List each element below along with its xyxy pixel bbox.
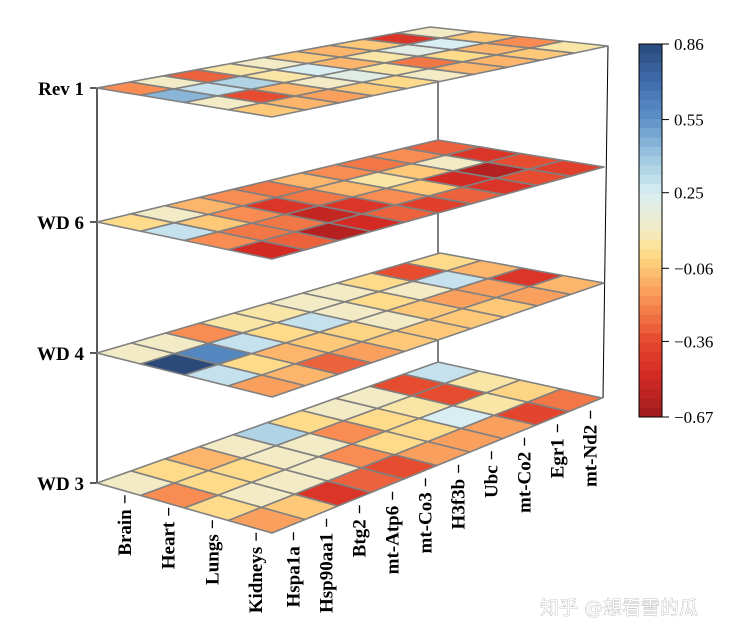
colorbar-band — [639, 286, 662, 297]
colorbar-band — [639, 370, 662, 380]
layer-wd-4 — [96, 252, 605, 398]
colorbar-band — [639, 332, 662, 343]
colorbar-band — [639, 164, 662, 175]
column-label: mt-Nd2 — [581, 425, 602, 487]
layer-wd-6 — [96, 139, 605, 260]
colorbar-band — [639, 127, 662, 138]
colorbar-band — [639, 230, 662, 241]
colorbar-band — [639, 360, 662, 371]
colorbar-band — [639, 295, 662, 306]
column-label: Ubc — [482, 465, 503, 498]
colorbar-band — [639, 220, 662, 231]
colorbar-band — [639, 248, 662, 259]
colorbar-band — [639, 81, 662, 91]
column-label: Btg2 — [350, 519, 371, 557]
row-label: Lungs — [202, 534, 223, 585]
column-label: Hsp90aa1 — [317, 533, 338, 613]
colorbar-band — [639, 351, 662, 362]
colorbar-frame — [638, 43, 663, 418]
colorbar-tick-label: 0.25 — [674, 184, 704, 203]
colorbar-band — [639, 314, 662, 325]
colorbar-band — [639, 155, 662, 166]
colorbar-band — [639, 398, 662, 408]
layer-label: Rev 1 — [38, 79, 84, 100]
layer-label: WD 4 — [37, 344, 84, 365]
colorbar-band — [639, 146, 662, 157]
axes — [90, 30, 609, 541]
colorbar-band — [639, 43, 662, 54]
colorbar-tick-label: −0.06 — [674, 259, 713, 278]
heatmap-layers — [96, 26, 609, 534]
colorbar-band — [639, 276, 662, 287]
colorbar-band — [639, 62, 662, 73]
row-label: Kidneys — [246, 547, 267, 614]
layer-wd-3 — [96, 361, 603, 534]
colorbar-band — [639, 258, 662, 269]
heatmap-cell — [526, 388, 603, 413]
heatmap-cell — [528, 274, 605, 296]
colorbar-band — [639, 53, 662, 63]
colorbar-band — [639, 192, 662, 203]
colorbar-tick-label: 0.86 — [674, 35, 704, 54]
colorbar-band — [639, 342, 662, 353]
colorbar-band — [639, 183, 662, 194]
colorbar-band — [639, 71, 662, 82]
colorbar-band — [639, 99, 662, 110]
watermark: 知乎 @想看雪的瓜 — [540, 597, 698, 619]
colorbar-tick-label: −0.67 — [674, 408, 714, 427]
colorbar-band — [639, 90, 662, 101]
heatmap-cell — [529, 40, 609, 54]
column-label: Hspa1a — [284, 546, 305, 608]
column-label: mt-Atp6 — [383, 506, 404, 575]
column-label: mt-Co2 — [515, 452, 536, 513]
colorbar: 0.86 0.55 0.25 −0.06 −0.36 −0.67 — [638, 35, 714, 427]
colorbar-band — [639, 267, 662, 278]
colorbar-band — [639, 174, 662, 185]
colorbar-band — [639, 304, 662, 315]
layer-label: WD 3 — [37, 474, 84, 495]
colorbar-band — [639, 108, 662, 119]
layer-label: WD 6 — [37, 213, 84, 234]
colorbar-band — [639, 407, 662, 418]
row-label: Heart — [159, 521, 180, 569]
colorbar-band — [639, 211, 662, 222]
column-label: Egr1 — [548, 438, 569, 478]
column-label: mt-Co3 — [416, 492, 437, 553]
axis-labels: WD 3 WD 4 WD 6 Rev 1 Brain Heart Lungs Kidneys H… — [37, 79, 601, 613]
heatmap-cell — [528, 159, 605, 177]
colorbar-tick-label: 0.55 — [674, 111, 704, 130]
colorbar-band — [639, 323, 662, 334]
layer-rev-1 — [96, 26, 609, 118]
colorbar-tick-label: −0.36 — [674, 332, 713, 351]
colorbar-band — [639, 202, 662, 213]
right-vertical-line — [602, 45, 609, 399]
colorbar-band — [639, 118, 662, 129]
colorbar-band — [639, 388, 662, 399]
column-label: H3f3b — [449, 479, 470, 530]
row-label: Brain — [115, 509, 136, 556]
colorbar-band — [639, 239, 662, 250]
colorbar-band — [639, 379, 662, 390]
colorbar-band — [639, 136, 662, 147]
